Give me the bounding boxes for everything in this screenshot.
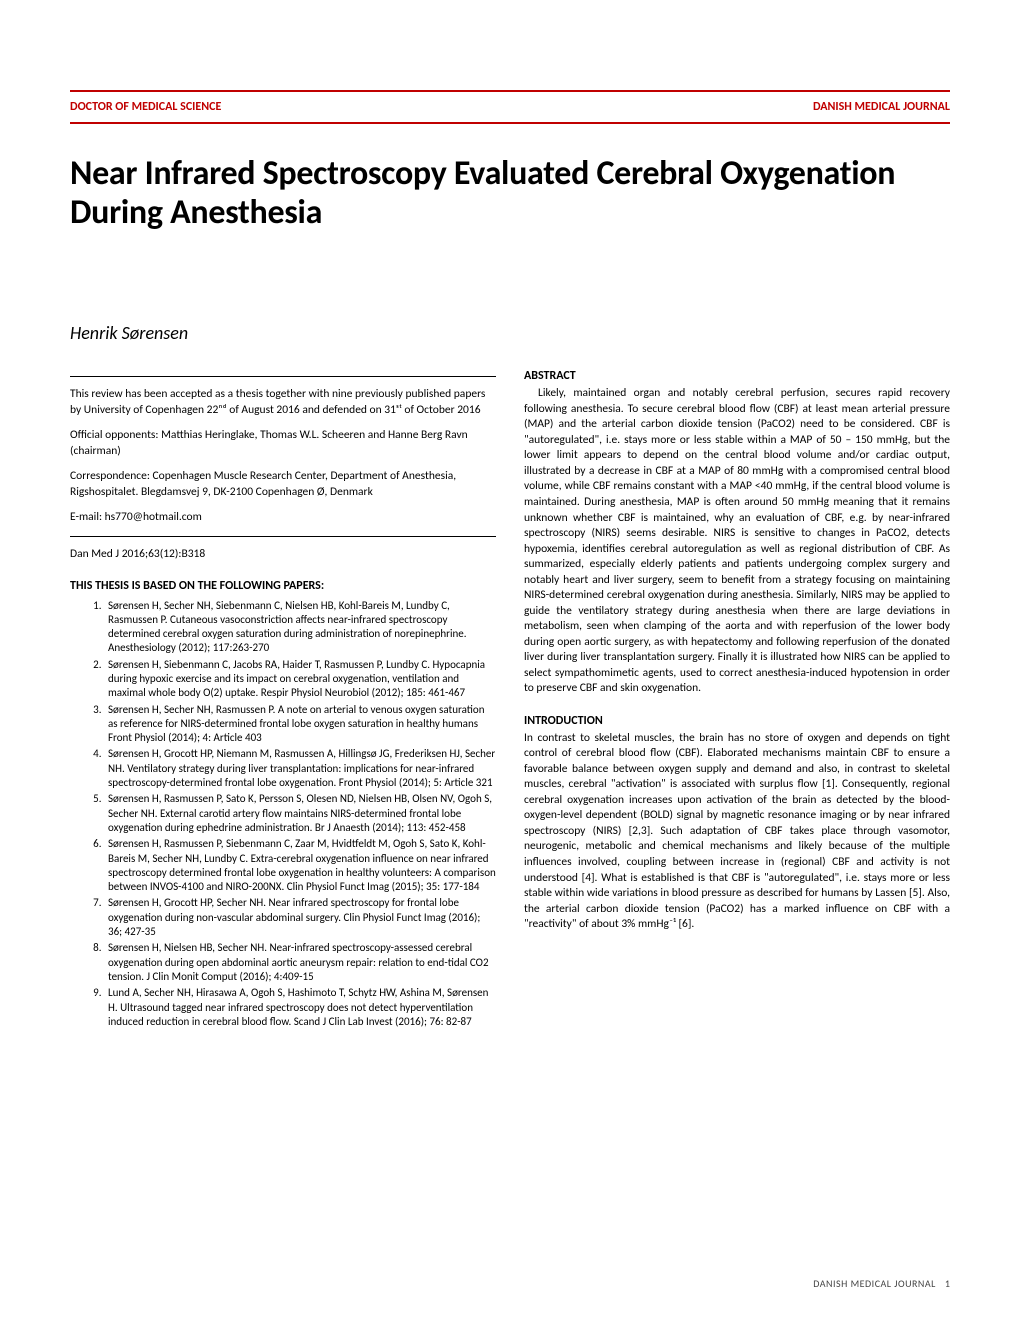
left-column: This review has been accepted as a thesi… [70, 368, 496, 1031]
opponents-text: Official opponents: Matthias Heringlake,… [70, 428, 496, 459]
paper-item: Sørensen H, Siebenmann C, Jacobs RA, Hai… [104, 658, 496, 701]
paper-item: Lund A, Secher NH, Hirasawa A, Ogoh S, H… [104, 986, 496, 1029]
article-title: Near Infrared Spectroscopy Evaluated Cer… [70, 154, 950, 232]
top-rule [70, 90, 950, 92]
introduction-heading: INTRODUCTION [524, 713, 950, 729]
abstract-body: Likely, maintained organ and notably cer… [524, 386, 950, 696]
footer-journal: DANISH MEDICAL JOURNAL [813, 1277, 936, 1290]
paper-item: Sørensen H, Rasmussen P, Siebenmann C, Z… [104, 837, 496, 894]
paper-item: Sørensen H, Nielsen HB, Secher NH. Near-… [104, 941, 496, 984]
acceptance-text: This review has been accepted as a thesi… [70, 387, 496, 418]
meta-rule-top [70, 376, 496, 377]
paper-item: Sørensen H, Rasmussen P, Sato K, Persson… [104, 792, 496, 835]
right-column: ABSTRACT Likely, maintained organ and no… [524, 368, 950, 1031]
abstract-heading: ABSTRACT [524, 368, 950, 384]
two-column-layout: This review has been accepted as a thesi… [70, 368, 950, 1031]
papers-heading: THIS THESIS IS BASED ON THE FOLLOWING PA… [70, 578, 496, 594]
paper-item: Sørensen H, Secher NH, Siebenmann C, Nie… [104, 599, 496, 656]
page-footer: DANISH MEDICAL JOURNAL 1 [813, 1277, 950, 1290]
header-rule-bottom [70, 122, 950, 124]
meta-rule-bottom [70, 536, 496, 537]
header-right: DANISH MEDICAL JOURNAL [813, 100, 950, 114]
paper-item: Sørensen H, Grocott HP, Niemann M, Rasmu… [104, 747, 496, 790]
papers-list: Sørensen H, Secher NH, Siebenmann C, Nie… [70, 599, 496, 1030]
header-row: DOCTOR OF MEDICAL SCIENCE DANISH MEDICAL… [70, 100, 950, 114]
paper-item: Sørensen H, Secher NH, Rasmussen P. A no… [104, 703, 496, 746]
header-left: DOCTOR OF MEDICAL SCIENCE [70, 100, 221, 114]
citation: Dan Med J 2016;63(12):B318 [70, 547, 496, 563]
correspondence-text: Correspondence: Copenhagen Muscle Resear… [70, 469, 496, 500]
email-text: E-mail: hs770@hotmail.com [70, 510, 496, 526]
meta-block: This review has been accepted as a thesi… [70, 387, 496, 526]
introduction-body: In contrast to skeletal muscles, the bra… [524, 731, 950, 933]
author-name: Henrik Sørensen [70, 322, 950, 344]
paper-item: Sørensen H, Grocott HP, Secher NH. Near … [104, 896, 496, 939]
footer-page-number: 1 [945, 1277, 950, 1290]
